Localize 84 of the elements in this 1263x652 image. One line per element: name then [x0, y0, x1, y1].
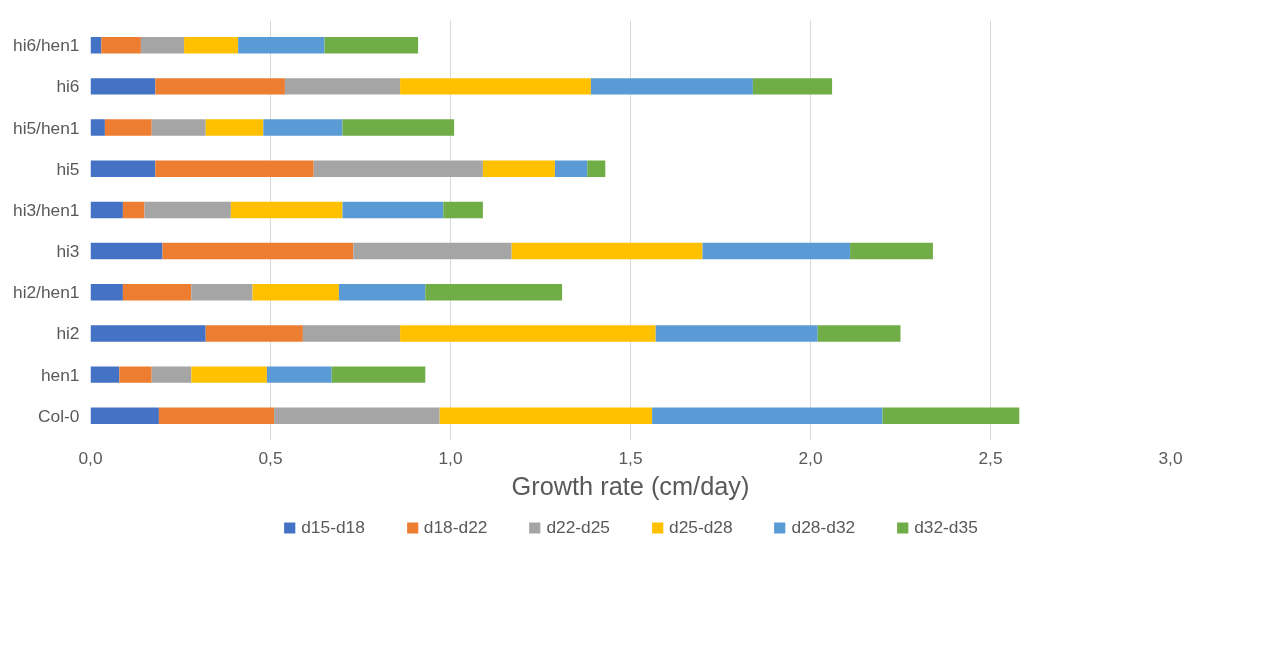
- bar: [90, 36, 102, 54]
- bar: [482, 160, 555, 177]
- y-tick-label: hen1: [40, 364, 80, 385]
- bar: [90, 366, 120, 383]
- bar: [144, 201, 231, 219]
- legend-label: d28-d32: [791, 516, 856, 538]
- bar: [702, 242, 851, 260]
- bar: [155, 160, 314, 177]
- bar: [90, 119, 105, 136]
- y-tick-label: hi2/hen1: [13, 282, 80, 303]
- bar: [263, 119, 343, 136]
- bar: [652, 407, 883, 425]
- legend-label: d18-d22: [423, 516, 488, 538]
- bar: [104, 119, 152, 136]
- legend-label: d22-d25: [546, 516, 610, 538]
- bar: [238, 36, 325, 54]
- y-tick-label: hi5: [56, 158, 80, 179]
- y-tick-label: hi3: [56, 241, 80, 262]
- bar: [122, 201, 145, 219]
- bar: [587, 160, 606, 177]
- bar: [400, 325, 656, 342]
- bar: [101, 36, 141, 54]
- y-tick-label: hi6: [56, 76, 80, 97]
- bar: [817, 325, 901, 342]
- bar: [284, 78, 401, 95]
- bar: [400, 78, 591, 95]
- bar: [90, 242, 163, 260]
- bar: [443, 201, 483, 219]
- x-tick-label: 1,5: [618, 447, 643, 468]
- bar: [90, 78, 156, 95]
- bar: [151, 366, 192, 383]
- bar: [554, 160, 588, 177]
- bar: [313, 160, 483, 177]
- bar: [439, 407, 653, 425]
- bar: [90, 325, 206, 342]
- bar: [655, 325, 818, 342]
- x-tick-label: 1,0: [438, 447, 463, 468]
- y-tick-label: hi6/hen1: [13, 35, 80, 56]
- bar: [353, 242, 512, 260]
- bar: [274, 407, 440, 425]
- bar: [155, 78, 285, 95]
- bar: [230, 201, 343, 219]
- bar: [205, 119, 264, 136]
- bar: [752, 78, 833, 95]
- y-tick-label: Col-0: [38, 405, 80, 426]
- bar: [338, 284, 426, 301]
- y-tick-label: hi3/hen1: [13, 199, 80, 220]
- bar: [205, 325, 303, 342]
- bar: [331, 366, 426, 383]
- x-tick-label: 0,0: [78, 447, 103, 468]
- legend-label: d32-d35: [914, 516, 978, 538]
- bar: [590, 78, 753, 95]
- bar: [342, 119, 455, 136]
- bar: [302, 325, 401, 342]
- bar: [191, 284, 253, 301]
- bar: [90, 284, 123, 301]
- bar: [511, 242, 703, 260]
- legend-label: d15-d18: [301, 516, 365, 538]
- bar: [252, 284, 339, 301]
- bar: [162, 242, 354, 260]
- bar: [266, 366, 332, 383]
- x-tick-label: 0,5: [258, 447, 283, 468]
- bar: [342, 201, 444, 219]
- legend-label: d25-d28: [669, 516, 733, 538]
- x-tick-label: 2,0: [798, 447, 823, 468]
- x-tick-label: 3,0: [1158, 447, 1183, 468]
- x-axis-title: Growth rate (cm/day): [511, 471, 750, 500]
- y-tick-label: hi2: [56, 323, 80, 344]
- bar: [140, 36, 185, 54]
- bar: [90, 407, 159, 425]
- bar: [184, 36, 239, 54]
- bar: [882, 407, 1020, 425]
- y-tick-label: hi5/hen1: [13, 117, 80, 138]
- bar: [324, 36, 419, 54]
- bar: [850, 242, 933, 260]
- x-tick-label: 2,5: [978, 447, 1003, 468]
- bar: [158, 407, 275, 425]
- bar: [425, 284, 563, 301]
- bar: [151, 119, 206, 136]
- bar: [191, 366, 267, 383]
- bar: [90, 201, 123, 219]
- bar: [119, 366, 152, 383]
- bar: [122, 284, 192, 301]
- bar: [90, 160, 156, 177]
